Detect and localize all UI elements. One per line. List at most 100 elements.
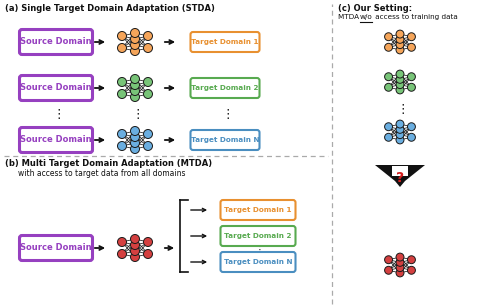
Circle shape — [396, 46, 404, 54]
Polygon shape — [375, 165, 425, 181]
Text: Target Domain 1: Target Domain 1 — [191, 39, 259, 45]
Circle shape — [118, 90, 126, 99]
Text: (c) Our Setting:: (c) Our Setting: — [338, 4, 412, 13]
FancyBboxPatch shape — [19, 236, 93, 261]
Circle shape — [131, 87, 139, 95]
Circle shape — [396, 258, 404, 266]
Circle shape — [131, 34, 139, 43]
Text: Source Domain: Source Domain — [20, 244, 92, 253]
Circle shape — [407, 266, 415, 274]
Circle shape — [144, 43, 152, 52]
Circle shape — [131, 75, 139, 83]
Circle shape — [385, 266, 392, 274]
Circle shape — [407, 256, 415, 264]
Circle shape — [407, 123, 415, 131]
Circle shape — [131, 144, 139, 153]
Circle shape — [407, 133, 415, 141]
Circle shape — [131, 92, 139, 102]
Text: Target Domain 2: Target Domain 2 — [191, 85, 259, 91]
Circle shape — [118, 31, 126, 40]
Circle shape — [385, 256, 392, 264]
Text: Source Domain: Source Domain — [20, 38, 92, 47]
Text: Target Domain N: Target Domain N — [191, 137, 259, 143]
Circle shape — [396, 30, 404, 38]
Text: Source Domain: Source Domain — [20, 83, 92, 92]
FancyBboxPatch shape — [220, 226, 295, 246]
Text: Source Domain: Source Domain — [20, 136, 92, 144]
Circle shape — [396, 264, 404, 272]
Circle shape — [396, 136, 404, 144]
Circle shape — [144, 129, 152, 139]
FancyBboxPatch shape — [220, 252, 295, 272]
Text: Target Domain N: Target Domain N — [224, 259, 292, 265]
Circle shape — [144, 237, 152, 246]
Circle shape — [396, 120, 404, 128]
FancyBboxPatch shape — [19, 128, 93, 152]
Circle shape — [385, 83, 392, 91]
Circle shape — [396, 81, 404, 89]
Text: $\vdots$: $\vdots$ — [221, 107, 229, 121]
FancyBboxPatch shape — [392, 166, 408, 176]
Circle shape — [144, 90, 152, 99]
Text: Target Domain 2: Target Domain 2 — [224, 233, 292, 239]
Text: ?: ? — [396, 171, 404, 185]
FancyBboxPatch shape — [190, 78, 259, 98]
Circle shape — [118, 129, 126, 139]
Circle shape — [118, 43, 126, 52]
Circle shape — [396, 125, 404, 133]
FancyBboxPatch shape — [190, 32, 259, 52]
Circle shape — [131, 127, 139, 136]
Circle shape — [385, 123, 392, 131]
Text: with access to target data from all domains: with access to target data from all doma… — [18, 169, 186, 178]
Circle shape — [131, 132, 139, 141]
Text: w/o: w/o — [360, 14, 373, 20]
Circle shape — [396, 35, 404, 43]
Text: (b) Multi Target Domain Adaptation (MTDA): (b) Multi Target Domain Adaptation (MTDA… — [5, 159, 212, 168]
Circle shape — [396, 86, 404, 94]
Circle shape — [407, 83, 415, 91]
Circle shape — [131, 246, 139, 256]
Text: $\vdots$: $\vdots$ — [131, 107, 139, 121]
Circle shape — [385, 133, 392, 141]
Circle shape — [131, 29, 139, 38]
Circle shape — [131, 253, 139, 261]
Circle shape — [396, 131, 404, 139]
Circle shape — [407, 33, 415, 41]
Circle shape — [385, 43, 392, 51]
Circle shape — [131, 40, 139, 50]
FancyBboxPatch shape — [19, 30, 93, 55]
Text: (a) Single Target Domain Adaptation (STDA): (a) Single Target Domain Adaptation (STD… — [5, 4, 215, 13]
Circle shape — [385, 33, 392, 41]
Text: $\vdots$: $\vdots$ — [254, 242, 262, 256]
Circle shape — [144, 31, 152, 40]
Circle shape — [407, 73, 415, 81]
Polygon shape — [395, 181, 405, 187]
Circle shape — [131, 80, 139, 90]
Text: access to training data: access to training data — [373, 14, 458, 20]
Text: Target Domain 1: Target Domain 1 — [224, 207, 292, 213]
Circle shape — [144, 78, 152, 87]
Circle shape — [131, 241, 139, 249]
Circle shape — [396, 269, 404, 277]
Circle shape — [396, 253, 404, 261]
Text: $\vdots$: $\vdots$ — [396, 102, 404, 116]
FancyBboxPatch shape — [220, 200, 295, 220]
Circle shape — [407, 43, 415, 51]
Circle shape — [118, 78, 126, 87]
Circle shape — [131, 139, 139, 148]
Circle shape — [144, 141, 152, 151]
Circle shape — [396, 75, 404, 83]
Circle shape — [131, 234, 139, 244]
Circle shape — [118, 249, 126, 258]
Circle shape — [118, 141, 126, 151]
FancyBboxPatch shape — [190, 130, 259, 150]
Circle shape — [131, 47, 139, 55]
FancyBboxPatch shape — [19, 75, 93, 100]
Text: $\vdots$: $\vdots$ — [52, 107, 60, 121]
Circle shape — [385, 73, 392, 81]
Circle shape — [118, 237, 126, 246]
Circle shape — [396, 70, 404, 78]
Circle shape — [396, 41, 404, 49]
Text: MTDA: MTDA — [338, 14, 362, 20]
Circle shape — [144, 249, 152, 258]
